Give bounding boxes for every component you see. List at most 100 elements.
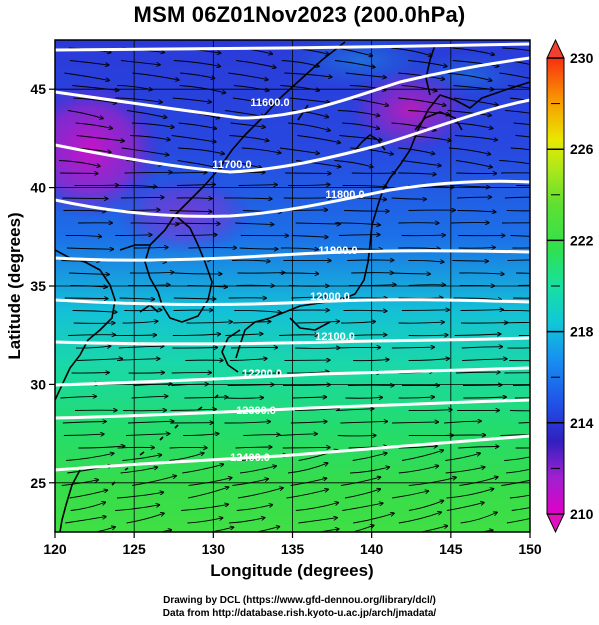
colorbar-tick-label: 214	[570, 415, 594, 431]
wind-arrow	[170, 172, 207, 173]
wind-arrow	[68, 335, 115, 336]
wind-arrow	[58, 160, 100, 167]
wind-arrow	[342, 503, 382, 511]
wind-arrow	[500, 434, 530, 436]
contour-label: 11600.0	[250, 97, 289, 109]
wind-arrow	[514, 397, 530, 399]
wind-arrow	[187, 518, 223, 524]
contour-label: 11900.0	[318, 245, 357, 257]
wind-arrow	[516, 272, 530, 274]
contour-line	[55, 398, 530, 420]
wind-arrow	[477, 530, 493, 532]
wind-arrow	[229, 135, 269, 141]
wind-arrow	[282, 447, 330, 448]
wind-arrow	[226, 398, 264, 399]
wind-arrow	[343, 310, 387, 311]
wind-arrow	[513, 297, 530, 299]
wind-arrow	[131, 396, 168, 398]
wind-arrow	[499, 72, 530, 79]
wind-arrow	[348, 285, 396, 286]
wind-arrow	[236, 60, 276, 68]
wind-arrow	[499, 160, 530, 165]
wind-arrow	[132, 72, 179, 80]
wind-arrow	[353, 513, 394, 524]
wind-arrow	[398, 446, 437, 448]
wind-arrow	[237, 273, 285, 274]
x-tick-label: 120	[43, 541, 67, 557]
contour-line	[55, 98, 530, 174]
wind-arrow	[515, 447, 530, 449]
wind-arrow	[502, 47, 530, 51]
wind-arrow	[315, 529, 338, 532]
contour-label: 11800.0	[325, 189, 364, 201]
wind-arrow	[78, 446, 124, 448]
wind-arrow	[65, 235, 102, 236]
wind-arrow	[280, 434, 317, 436]
wind-arrow	[455, 135, 497, 141]
wind-arrow	[511, 507, 530, 511]
wind-arrow	[512, 384, 530, 386]
x-tick-label: 140	[360, 541, 384, 557]
y-tick-label: 35	[30, 278, 46, 294]
wind-arrow	[126, 110, 167, 118]
contour-label: 12100.0	[315, 331, 355, 343]
wind-arrow	[391, 198, 426, 199]
wind-arrow	[398, 512, 441, 524]
wind-arrow	[69, 490, 108, 499]
colorbar-tick-label: 218	[570, 324, 594, 340]
wind-arrow	[133, 247, 168, 248]
wind-arrow	[345, 72, 386, 77]
wind-arrow	[233, 322, 270, 324]
wind-arrow	[408, 260, 443, 262]
colorbar-tick-label: 230	[570, 50, 594, 66]
wind-arrow	[117, 359, 159, 361]
wind-arrow	[241, 147, 281, 153]
wind-arrow	[115, 235, 151, 236]
wind-arrow	[64, 298, 108, 299]
wind-arrow	[402, 450, 443, 461]
wind-arrow	[282, 385, 330, 386]
wind-arrow	[452, 47, 494, 55]
wind-streamlines	[58, 47, 530, 532]
wind-arrow	[287, 463, 328, 474]
contour-line	[55, 56, 530, 120]
wind-arrow	[238, 185, 278, 186]
wind-arrow	[513, 122, 530, 126]
wind-arrow	[446, 503, 484, 511]
colorbar-tick-label: 222	[570, 232, 594, 248]
credits: Drawing by DCL (https://www.gfd-dennou.o…	[0, 594, 599, 620]
wind-arrow	[63, 434, 104, 435]
wind-arrow	[459, 273, 503, 274]
wind-arrow	[292, 110, 328, 118]
wind-arrow	[453, 298, 502, 300]
wind-arrow	[408, 501, 443, 511]
wind-arrow	[75, 122, 113, 128]
wind-arrow	[446, 489, 494, 499]
wind-arrow	[224, 422, 271, 423]
wind-arrow	[126, 513, 164, 524]
wind-arrow	[391, 47, 431, 56]
wind-arrow	[337, 110, 379, 116]
wind-arrow	[392, 491, 428, 499]
wind-arrow	[71, 373, 109, 374]
contour-label: 12200.0	[242, 368, 282, 380]
wind-arrow	[509, 97, 530, 101]
wind-arrow	[336, 409, 373, 411]
wind-arrow	[172, 97, 211, 102]
wind-arrow	[398, 322, 444, 323]
wind-arrow	[128, 373, 165, 374]
y-tick-label: 40	[30, 180, 46, 196]
wind-arrow	[66, 453, 113, 461]
wind-arrow	[509, 494, 530, 499]
wind-arrow	[230, 122, 265, 127]
colorbar-tick-label: 210	[570, 506, 594, 522]
wind-arrow	[453, 97, 498, 105]
wind-arrow	[181, 504, 228, 511]
wind-arrow	[62, 198, 107, 199]
wind-arrow	[175, 223, 220, 224]
wind-arrow	[286, 489, 328, 499]
wind-arrow	[234, 310, 281, 312]
wind-arrow	[169, 211, 212, 212]
x-tick-label: 130	[202, 541, 226, 557]
wind-arrow	[391, 347, 434, 348]
